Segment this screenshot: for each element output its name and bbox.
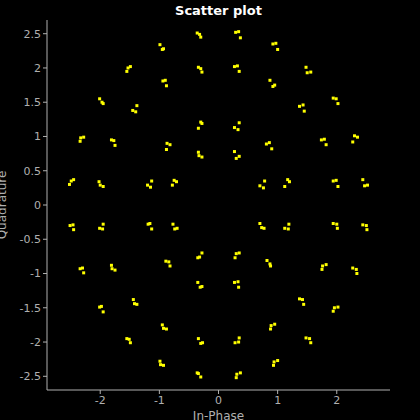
svg-text:1: 1 [274,394,281,407]
svg-text:0.5: 0.5 [24,165,42,178]
svg-text:-2: -2 [95,394,106,407]
svg-text:In-Phase: In-Phase [193,409,244,420]
svg-text:1: 1 [34,130,41,143]
svg-text:-1: -1 [30,267,41,280]
html-text:Scatter plot: Scatter plot [175,3,262,18]
svg-text:-1.5: -1.5 [20,302,41,315]
svg-text:-1: -1 [154,394,165,407]
svg-text:0: 0 [215,394,222,407]
svg-text:Quadrature: Quadrature [8,171,9,240]
svg-text:2: 2 [333,394,340,407]
svg-text:-0.5: -0.5 [20,233,41,246]
svg-text:1.5: 1.5 [24,96,42,109]
svg-text:-2.5: -2.5 [20,370,41,383]
svg-text:-2: -2 [30,336,41,349]
svg-text:2: 2 [34,62,41,75]
svg-text:0: 0 [34,199,41,212]
svg-text:2.5: 2.5 [24,28,42,41]
